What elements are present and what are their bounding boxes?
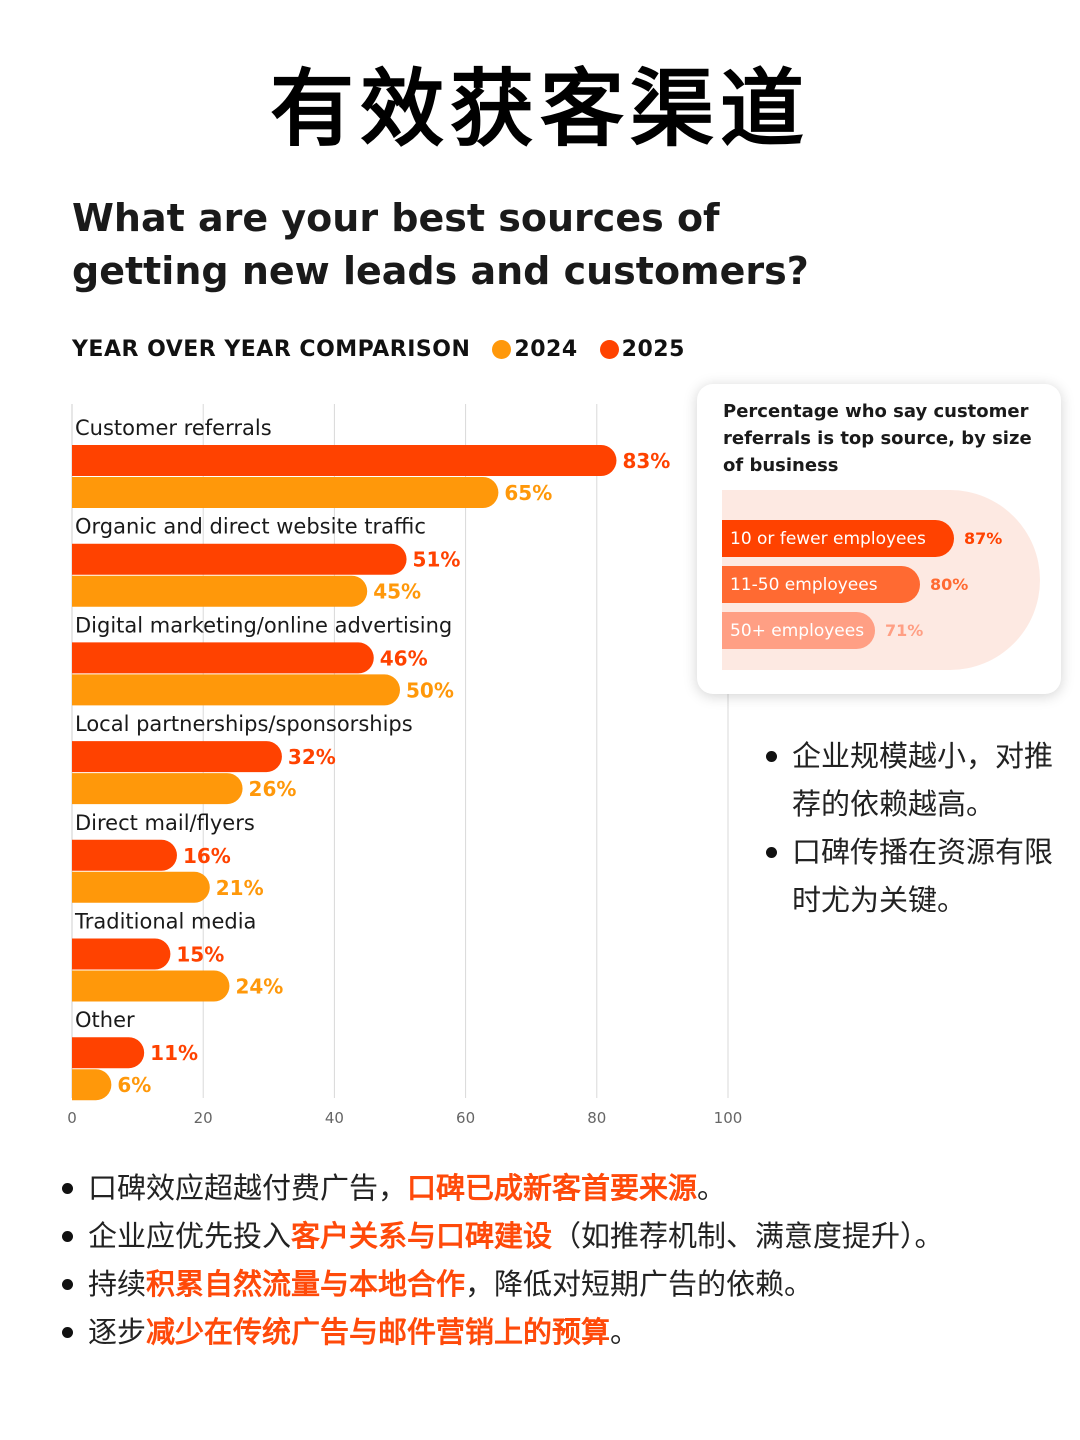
bottom-note: 口碑效应超越付费广告，口碑已成新客首要来源。: [60, 1164, 1030, 1212]
inset-title: Percentage who say customer referrals is…: [723, 401, 1032, 476]
inset-bar-10-or-fewer: 10 or fewer employees: [722, 520, 954, 557]
category-label: Traditional media: [74, 910, 256, 934]
x-tick-label: 0: [67, 1109, 77, 1127]
bottom-note: 逐步减少在传统广告与邮件营销上的预算。: [60, 1308, 1030, 1356]
bottom-note: 企业应优先投入客户关系与口碑建设（如推荐机制、满意度提升）。: [60, 1212, 1030, 1260]
bar-2025: [72, 938, 171, 970]
data-label-2024: 50%: [406, 678, 454, 702]
bar-chart: 0 20 40 60 80 100 Customer referrals 83% 65% Orga…: [67, 404, 743, 1127]
side-note: 企业规模越小，对推荐的依赖越高。: [764, 732, 1054, 828]
x-tick-label: 100: [714, 1109, 743, 1127]
side-note: 口碑传播在资源有限时尤为关键。: [764, 828, 1054, 924]
category-label: Local partnerships/sponsorships: [75, 712, 413, 736]
data-label-2024: 26%: [249, 777, 297, 801]
note-highlight: 积累自然流量与本地合作: [146, 1267, 466, 1301]
inset-value-label: 71%: [885, 621, 924, 640]
note-text: 逐步: [88, 1315, 147, 1349]
chart-subtitle: YEAR OVER YEAR COMPARISON: [72, 336, 471, 362]
inset-card: Percentage who say customer referrals is…: [697, 384, 1061, 694]
data-label-2025: 32%: [288, 745, 336, 769]
bullet-icon: [766, 847, 777, 858]
page-title: 有效获客渠道: [269, 59, 810, 158]
inset-bar-label: 11-50 employees: [730, 574, 878, 595]
legend-dot-2024-icon: [492, 339, 512, 359]
side-note-text: 企业规模越小，对推荐的依赖越高。: [792, 739, 1054, 821]
data-label-2025: 83%: [622, 449, 670, 473]
bar-2024: [72, 674, 400, 706]
category-label: Direct mail/flyers: [75, 811, 255, 835]
data-label-2025: 51%: [413, 548, 461, 572]
note-text: ，降低对短期广告的依赖。: [465, 1267, 814, 1301]
category-label: Organic and direct website traffic: [75, 515, 426, 539]
bar-2024: [72, 871, 210, 903]
data-label-2025: 16%: [183, 844, 231, 868]
x-tick-label: 80: [587, 1109, 606, 1127]
bullet-icon: [62, 1183, 73, 1194]
note-text: 。: [610, 1315, 640, 1349]
bullet-icon: [766, 751, 777, 762]
legend-label-2025: 2025: [621, 336, 685, 362]
note-text: （如推荐机制、满意度提升）。: [552, 1219, 944, 1253]
bottom-note: 持续积累自然流量与本地合作，降低对短期广告的依赖。: [60, 1260, 1030, 1308]
inset-bar-label: 10 or fewer employees: [730, 528, 926, 549]
bar-2024: [72, 773, 243, 805]
x-tick-label: 20: [194, 1109, 213, 1127]
bullet-icon: [62, 1231, 73, 1242]
side-notes: 企业规模越小，对推荐的依赖越高。 口碑传播在资源有限时尤为关键。: [764, 732, 1054, 924]
bar-2025: [72, 1037, 145, 1069]
inset-bar-11-50: 11-50 employees: [722, 566, 920, 603]
bar-2024: [72, 477, 499, 508]
bar-2025: [72, 741, 282, 773]
chart-title: What are your best sources of getting ne…: [72, 196, 809, 293]
data-label-2024: 45%: [373, 580, 421, 604]
legend-item-2025: 2025: [599, 336, 685, 362]
data-label-2025: 46%: [380, 646, 428, 670]
note-text: 。: [697, 1171, 727, 1205]
legend: YEAR OVER YEAR COMPARISON 2024 2025: [72, 335, 685, 363]
data-label-2024: 24%: [235, 975, 283, 999]
note-text: 口碑效应超越付费广告，: [88, 1171, 408, 1205]
legend-dot-2025-icon: [599, 339, 619, 359]
data-label-2024: 6%: [117, 1073, 151, 1097]
inset-value-label: 87%: [964, 529, 1003, 548]
bar-2025: [72, 642, 374, 674]
category-label: Other: [75, 1008, 135, 1032]
bar-2025: [72, 839, 177, 871]
data-label-2024: 65%: [504, 481, 552, 505]
note-highlight: 客户关系与口碑建设: [291, 1219, 553, 1253]
bullet-icon: [62, 1327, 73, 1338]
category-label: Customer referrals: [75, 416, 272, 440]
inset-bar-50-plus: 50+ employees: [722, 612, 875, 649]
x-tick-label: 60: [456, 1109, 475, 1127]
x-tick-label: 40: [325, 1109, 344, 1127]
data-label-2024: 21%: [216, 876, 264, 900]
bar-2025: [72, 445, 617, 476]
data-label-2025: 15%: [176, 943, 224, 967]
legend-item-2024: 2024: [492, 337, 577, 362]
bar-2025: [72, 543, 407, 575]
bottom-notes: 口碑效应超越付费广告，口碑已成新客首要来源。 企业应优先投入客户关系与口碑建设（…: [60, 1164, 1030, 1356]
note-highlight: 减少在传统广告与邮件营销上的预算: [146, 1315, 611, 1349]
category-label: Digital marketing/online advertising: [75, 613, 452, 637]
side-note-text: 口碑传播在资源有限时尤为关键。: [792, 835, 1054, 917]
inset-bar-label: 50+ employees: [730, 620, 865, 641]
bar-2024: [72, 575, 368, 607]
data-label-2025: 11%: [150, 1041, 198, 1065]
inset-value-label: 80%: [930, 575, 969, 594]
bar-2024: [72, 970, 230, 1002]
legend-label-2024: 2024: [514, 336, 578, 362]
bar-2024: [72, 1069, 112, 1101]
note-highlight: 口碑已成新客首要来源: [407, 1171, 698, 1205]
note-text: 企业应优先投入: [88, 1219, 292, 1253]
note-text: 持续: [88, 1267, 147, 1301]
bullet-icon: [62, 1279, 73, 1290]
